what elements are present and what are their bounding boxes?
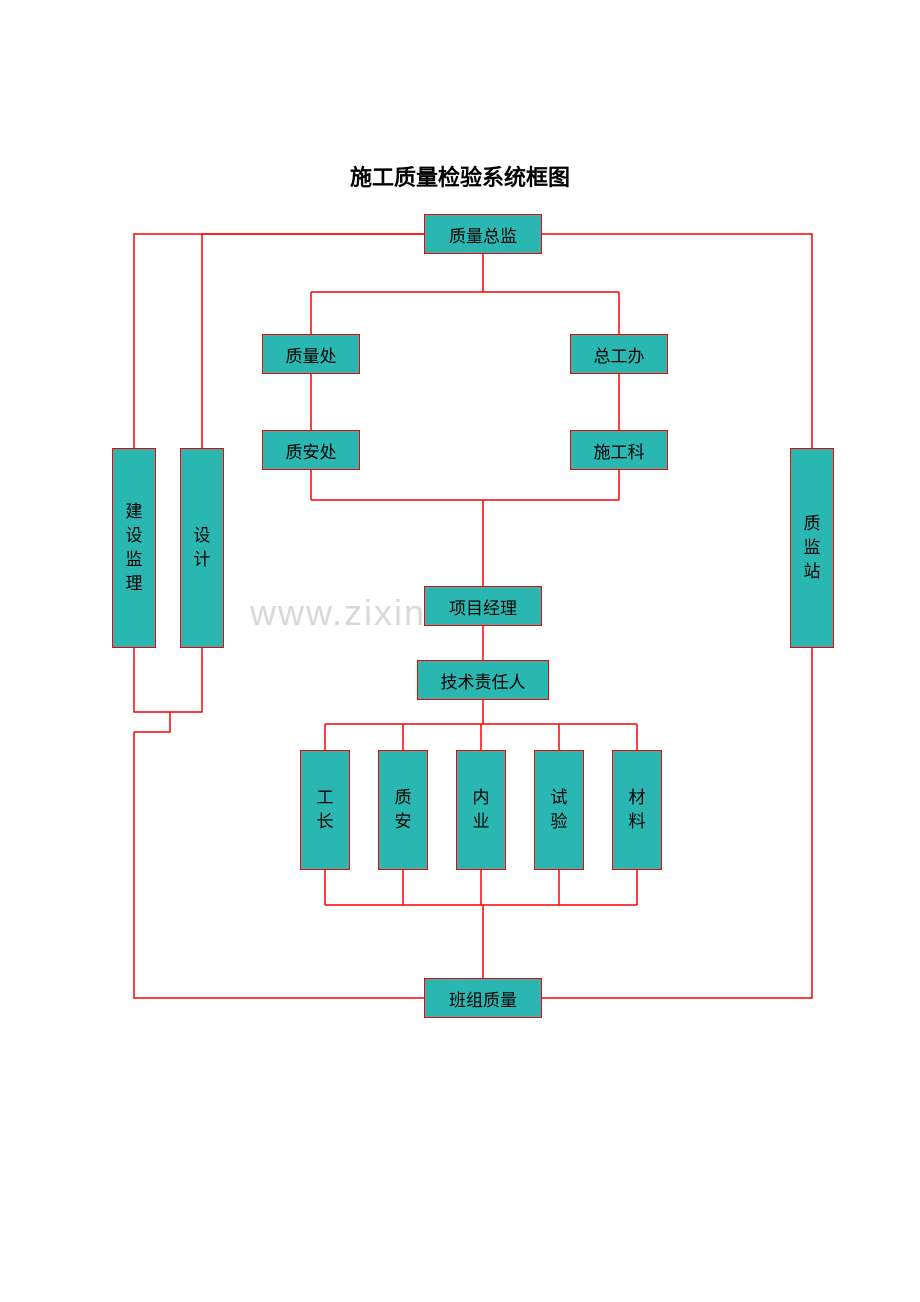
node-char: 设 (194, 524, 211, 548)
node-char: 材 (629, 786, 646, 810)
node-chief_office: 总工办 (570, 334, 668, 374)
node-constr_dept: 施工科 (570, 430, 668, 470)
node-char: 料 (629, 810, 646, 834)
node-char: 内 (473, 786, 490, 810)
edge (134, 648, 202, 712)
node-char: 验 (551, 810, 568, 834)
node-qc_station: 质监站 (790, 448, 834, 648)
node-char: 质 (395, 786, 412, 810)
node-char: 安 (395, 810, 412, 834)
edge (134, 712, 170, 732)
node-char: 业 (473, 810, 490, 834)
node-office: 内业 (456, 750, 506, 870)
node-qa_section: 质量处 (262, 334, 360, 374)
node-char: 试 (551, 786, 568, 810)
node-char: 理 (126, 572, 143, 596)
edges-layer (0, 0, 920, 1302)
node-char: 计 (194, 548, 211, 572)
node-material: 材料 (612, 750, 662, 870)
node-supervision: 建设监理 (112, 448, 156, 648)
node-char: 质 (804, 512, 821, 536)
node-char: 站 (804, 560, 821, 584)
node-test: 试验 (534, 750, 584, 870)
diagram-canvas: 施工质量检验系统框图 www.zixin m.cn 质量总监质量处总工办质安处施… (0, 0, 920, 1302)
node-qa_safety: 质安处 (262, 430, 360, 470)
node-char: 工 (317, 786, 334, 810)
node-design: 设计 (180, 448, 224, 648)
node-qa_safe: 质安 (378, 750, 428, 870)
node-char: 监 (126, 548, 143, 572)
node-char: 长 (317, 810, 334, 834)
node-qa_director: 质量总监 (424, 214, 542, 254)
node-foreman: 工长 (300, 750, 350, 870)
node-team_qa: 班组质量 (424, 978, 542, 1018)
node-char: 设 (126, 524, 143, 548)
node-char: 监 (804, 536, 821, 560)
node-tech_lead: 技术责任人 (417, 660, 549, 700)
node-char: 建 (126, 500, 143, 524)
node-pm: 项目经理 (424, 586, 542, 626)
